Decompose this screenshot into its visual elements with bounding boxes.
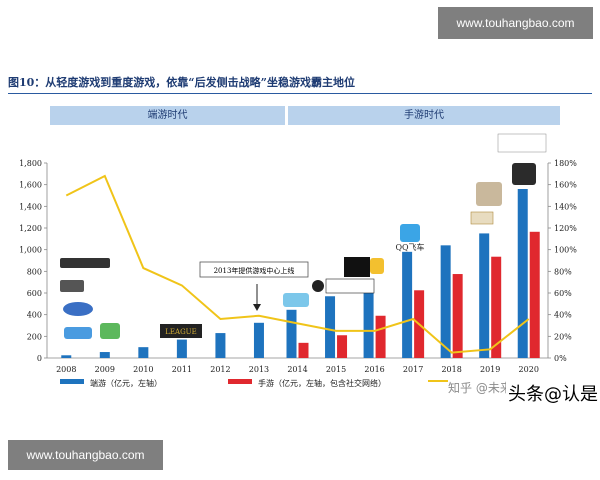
annotation-wechat: 2013年提供游戏中心上线	[199, 261, 309, 311]
bar-mobile	[529, 231, 540, 358]
bar-mobile	[298, 342, 309, 358]
bar-pc	[215, 333, 226, 358]
bar-pc	[99, 352, 110, 358]
logo-game-dark	[512, 163, 536, 185]
bar-pc	[479, 233, 490, 358]
y-left-tick-label: 1,600	[19, 181, 42, 190]
annotation-text: 2013年提供游戏中心上线	[214, 266, 295, 275]
bar-pc	[440, 245, 451, 358]
logo-pubg-text	[344, 257, 370, 277]
y-right-tick-label: 20%	[554, 332, 572, 341]
overlay-bubble: 头条@认是	[506, 380, 600, 406]
era-banner-pc: 端游时代	[50, 106, 285, 125]
bar-pc	[176, 339, 187, 358]
y-left-tick-label: 200	[27, 332, 42, 341]
logo-cartoon	[370, 258, 384, 274]
y-right-tick-label: 0%	[554, 354, 567, 363]
x-tick-label: 2015	[326, 365, 346, 374]
bar-pc	[253, 322, 264, 358]
logo-cf	[60, 258, 110, 268]
x-tick-label: 2010	[133, 365, 153, 374]
bar-pc	[286, 309, 297, 358]
x-tick-label: 2008	[56, 365, 76, 374]
game-logos: LEAGUE QQ飞车	[60, 133, 547, 339]
x-tick-label: 2016	[364, 365, 384, 374]
x-tick-label: 2012	[210, 365, 230, 374]
bar-mobile	[337, 335, 348, 358]
x-tick-label: 2009	[95, 365, 115, 374]
logo-qqfeiche-text: QQ飞车	[395, 242, 424, 252]
y-right-tick-label: 120%	[554, 224, 577, 233]
y-left-tick-label: 800	[27, 267, 42, 276]
bar-pc	[402, 251, 413, 358]
y-left-tick-label: 1,800	[19, 159, 42, 168]
logo-lol-text: LEAGUE	[165, 328, 196, 336]
legend-swatch-pc	[60, 379, 84, 384]
bar-pc	[363, 281, 374, 358]
x-tick-label: 2018	[441, 365, 461, 374]
x-tick-label: 2011	[172, 365, 192, 374]
y-left-tick-label: 400	[27, 311, 42, 320]
y-right-tick-label: 80%	[554, 267, 572, 276]
y-right-tick-label: 60%	[554, 289, 572, 298]
annotation-arrowhead	[253, 304, 261, 311]
y-right-tick-label: 180%	[554, 159, 577, 168]
logo-tianya	[497, 133, 547, 153]
watermark-top: www.touhangbao.com	[438, 7, 593, 39]
logo-pubg-mobile	[476, 182, 502, 206]
logo-dnf	[60, 280, 84, 292]
figure-title: 图10：从轻度游戏到重度游戏，依靠“后发侧击战略”坐稳游戏霸主地位	[8, 76, 355, 89]
logo-game-green	[100, 323, 120, 339]
logo-qqspeed	[63, 302, 93, 316]
y-right-tick-label: 40%	[554, 311, 572, 320]
bar-mobile	[491, 256, 502, 358]
y-right-tick-label: 140%	[554, 202, 577, 211]
bar-mobile	[375, 315, 386, 358]
title-rule	[8, 93, 592, 94]
y-left-tick-label: 1,400	[19, 202, 42, 211]
logo-wzry-icon	[312, 280, 324, 292]
bar-pc	[61, 355, 72, 358]
y-right-tick-label: 100%	[554, 246, 577, 255]
logo-tiantian	[283, 293, 309, 307]
x-tick-label: 2013	[249, 365, 269, 374]
y-left-tick-label: 1,000	[19, 246, 42, 255]
logo-qqfeiche-icon	[400, 224, 420, 242]
bar-pc	[138, 347, 149, 358]
bar-mobile	[452, 274, 463, 358]
y-right-tick-label: 160%	[554, 181, 577, 190]
logo-qqdance	[64, 327, 92, 339]
bar-pc	[517, 189, 528, 358]
era-banner-mobile: 手游时代	[288, 106, 560, 125]
logo-wzry	[325, 278, 375, 294]
legend-swatch-mobile	[228, 379, 252, 384]
growth-line	[65, 174, 530, 354]
logo-lol	[160, 324, 202, 338]
y-left-tick-label: 600	[27, 289, 42, 298]
y-left-tick-label: 0	[37, 354, 42, 363]
x-tick-label: 2019	[480, 365, 500, 374]
bar-pc	[325, 296, 336, 358]
logo-heping	[470, 211, 494, 225]
x-tick-label: 2020	[519, 365, 539, 374]
y-left-tick-label: 1,200	[19, 224, 42, 233]
x-tick-label: 2017	[403, 365, 423, 374]
legend-label-mobile: 手游（亿元，左轴，包含社交网络）	[258, 378, 386, 388]
legend-label-pc: 端游（亿元，左轴）	[90, 378, 162, 388]
watermark-bottom: www.touhangbao.com	[8, 440, 163, 470]
x-tick-label: 2014	[287, 365, 307, 374]
